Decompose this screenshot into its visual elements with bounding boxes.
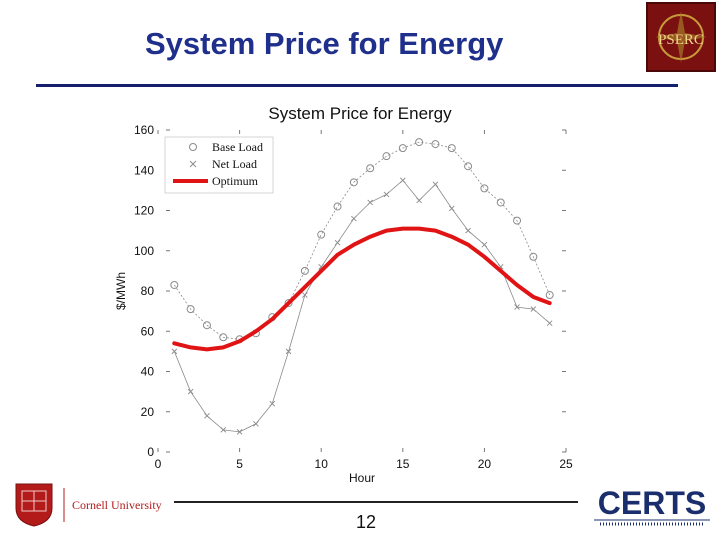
legend-label: Base Load bbox=[212, 140, 263, 154]
data-point bbox=[367, 199, 373, 206]
y-tick-label: 140 bbox=[134, 163, 154, 177]
legend-marker bbox=[189, 160, 197, 168]
y-tick-label: 20 bbox=[141, 405, 155, 419]
title-divider bbox=[36, 84, 678, 87]
pserc-logo-text: PSERC bbox=[658, 32, 704, 48]
cornell-logo-text: Cornell University bbox=[72, 498, 162, 512]
chart-axes: 0 20 40 60 80 100 120 140 160 0 5 10 15 20 25 Hour $/MWh bbox=[114, 123, 573, 485]
legend-box bbox=[164, 136, 274, 194]
data-point bbox=[220, 427, 227, 433]
data-point bbox=[481, 241, 488, 248]
data-point bbox=[285, 348, 292, 355]
data-point bbox=[269, 400, 276, 407]
data-point bbox=[300, 266, 309, 275]
data-point bbox=[302, 292, 308, 298]
y-tick-label: 100 bbox=[134, 244, 154, 258]
series-net-load bbox=[171, 177, 553, 435]
x-tick-label: 10 bbox=[315, 457, 329, 471]
chart-title: System Price for Energy bbox=[268, 104, 452, 123]
data-point bbox=[514, 304, 520, 310]
data-point bbox=[416, 197, 422, 204]
legend-item: Base Load bbox=[189, 140, 263, 154]
data-point bbox=[383, 191, 390, 198]
slide-title: System Price for Energy bbox=[145, 26, 504, 61]
data-point bbox=[333, 202, 342, 211]
data-point bbox=[186, 305, 195, 314]
data-point bbox=[236, 429, 243, 435]
series-line bbox=[172, 226, 552, 352]
data-point bbox=[530, 306, 537, 312]
y-tick-label: 60 bbox=[141, 324, 155, 338]
series-base-load bbox=[170, 138, 554, 344]
certs-logo-text: CERTS bbox=[598, 485, 706, 521]
data-point bbox=[171, 348, 178, 355]
y-tick-label: 160 bbox=[134, 123, 154, 137]
data-point bbox=[204, 412, 210, 419]
certs-logo: CERTS bbox=[594, 485, 710, 526]
y-axis-label: $/MWh bbox=[114, 272, 128, 310]
data-point bbox=[546, 320, 553, 327]
data-point bbox=[545, 291, 554, 300]
legend-label: Net Load bbox=[212, 157, 257, 171]
data-point bbox=[432, 181, 439, 188]
legend-item: Optimum bbox=[173, 174, 259, 188]
data-point bbox=[480, 184, 489, 193]
y-tick-label: 0 bbox=[147, 445, 154, 459]
x-tick-label: 15 bbox=[396, 457, 410, 471]
page-number: 12 bbox=[356, 512, 377, 532]
data-point bbox=[219, 333, 228, 342]
pserc-logo: PSERC bbox=[646, 2, 716, 72]
data-point bbox=[382, 152, 391, 161]
series-layer bbox=[170, 138, 554, 435]
cornell-logo: Cornell University bbox=[15, 483, 162, 527]
data-point bbox=[349, 178, 358, 187]
x-tick-label: 0 bbox=[155, 457, 162, 471]
data-point bbox=[202, 321, 211, 330]
legend-marker bbox=[189, 143, 197, 151]
x-tick-label: 20 bbox=[478, 457, 492, 471]
data-point bbox=[334, 239, 341, 246]
data-point bbox=[366, 164, 375, 173]
data-point bbox=[431, 140, 440, 149]
data-point bbox=[170, 280, 179, 289]
data-point bbox=[513, 216, 522, 225]
data-point bbox=[448, 205, 455, 212]
x-axis-label: Hour bbox=[349, 471, 375, 485]
legend-item: Net Load bbox=[189, 157, 257, 171]
x-tick-label: 25 bbox=[559, 457, 573, 471]
data-point bbox=[529, 252, 538, 261]
chart-legend: Base Load Net Load Optimum bbox=[164, 136, 274, 194]
y-tick-label: 120 bbox=[134, 204, 154, 218]
y-tick-label: 40 bbox=[141, 365, 155, 379]
legend-label: Optimum bbox=[212, 174, 259, 188]
data-point bbox=[284, 299, 293, 308]
data-point bbox=[465, 227, 471, 234]
data-point bbox=[464, 162, 473, 171]
series-optimum bbox=[172, 226, 552, 352]
data-point bbox=[351, 215, 357, 222]
data-point bbox=[399, 177, 406, 184]
data-point bbox=[415, 138, 424, 147]
data-point bbox=[447, 144, 456, 153]
data-point bbox=[496, 198, 505, 207]
data-point bbox=[398, 144, 407, 153]
data-point bbox=[253, 421, 259, 427]
series-line bbox=[173, 179, 550, 433]
y-tick-label: 80 bbox=[141, 284, 155, 298]
x-tick-label: 5 bbox=[236, 457, 243, 471]
footer-divider bbox=[174, 501, 578, 503]
data-point bbox=[317, 230, 326, 239]
data-point bbox=[187, 388, 194, 395]
